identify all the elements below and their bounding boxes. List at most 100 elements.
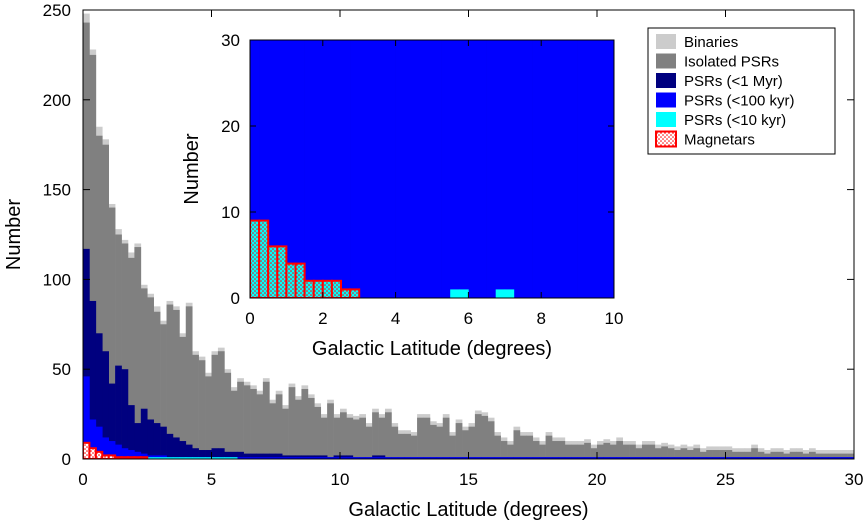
inset-bar-psrs-100-kyr-8 [322,40,333,298]
inset-bar-psrs-100-kyr-19 [422,40,433,298]
main-bar-isolated-psrs-76 [571,444,579,459]
main-bar-psrs-1-myr-21 [217,448,225,459]
inset-bar-magnetars-2 [267,245,279,298]
main-bar-psrs-10-kyr-10 [147,457,154,459]
legend-label-magnetars: Magnetars [684,132,755,149]
main-bar-isolated-psrs-105 [757,451,765,459]
main-bar-psrs-100-kyr-46 [378,457,386,459]
main-bar-isolated-psrs-71 [539,444,546,459]
main-bar-psrs-100-kyr-105 [757,457,765,459]
main-xlabel: Galactic Latitude (degrees) [348,499,588,521]
inset-bar-psrs-10-kyr-23 [459,289,469,298]
main-bar-psrs-100-kyr-78 [584,457,591,459]
main-bar-isolated-psrs-91 [667,448,675,459]
main-bar-psrs-100-kyr-53 [423,457,431,459]
main-bar-psrs-100-kyr-114 [815,457,823,459]
main-ytick-label: 200 [43,91,71,110]
inset-bar-psrs-100-kyr-9 [331,40,342,298]
inset-bar-psrs-100-kyr-28 [504,40,515,298]
main-bar-isolated-psrs-118 [841,453,848,459]
main-bar-isolated-psrs-94 [686,450,694,459]
main-bar-psrs-100-kyr-55 [436,457,444,459]
main-xtick-label: 20 [588,470,607,489]
legend-label-binaries: Binaries [684,34,738,51]
inset-bar-psrs-100-kyr-33 [550,40,560,298]
inset-ytick-label: 20 [221,117,240,136]
main-bar-psrs-100-kyr-40 [340,457,347,459]
main-bar-psrs-100-kyr-75 [564,457,572,459]
main-bar-psrs-100-kyr-102 [738,457,746,459]
main-bar-isolated-psrs-13 [166,304,174,459]
main-bar-psrs-100-kyr-106 [764,457,771,459]
inset-ytick-label: 0 [231,289,240,308]
main-bar-magnetars-9 [139,456,149,459]
legend-label-isolated-psrs: Isolated PSRs [684,54,779,71]
main-bar-isolated-psrs-67 [513,430,521,459]
main-bar-isolated-psrs-60 [468,426,476,459]
main-bar-isolated-psrs-53 [423,417,431,459]
main-bar-isolated-psrs-95 [693,448,701,459]
main-ytick-label: 0 [62,450,71,469]
main-bar-isolated-psrs-89 [654,448,662,459]
inset-bar-psrs-100-kyr-16 [395,40,405,298]
main-bar-psrs-1-myr-13 [166,433,174,459]
inset-bar-psrs-10-kyr-27 [495,289,506,298]
main-bar-isolated-psrs-92 [674,450,681,459]
main-bar-isolated-psrs-86 [635,448,643,459]
main-bar-psrs-100-kyr-1 [89,419,97,459]
main-bar-isolated-psrs-40 [340,412,347,459]
main-bar-isolated-psrs-106 [764,453,771,459]
inset-bar-psrs-100-kyr-27 [495,40,506,298]
main-bar-psrs-1-myr-12 [160,426,167,459]
main-bar-psrs-100-kyr-58 [455,457,463,459]
main-bar-psrs-100-kyr-5 [115,444,122,459]
inset-bar-psrs-100-kyr-1 [259,40,269,298]
main-bar-psrs-1-myr-15 [179,441,187,459]
inset-xtick-label: 8 [536,309,545,328]
main-bar-isolated-psrs-14 [172,309,180,459]
main-xtick-label: 30 [845,470,864,489]
main-bar-psrs-100-kyr-116 [828,457,836,459]
main-bar-psrs-100-kyr-95 [693,457,701,459]
main-bar-psrs-1-myr-10 [147,419,154,459]
main-bar-psrs-10-kyr-23 [230,457,238,459]
main-bar-isolated-psrs-3 [102,144,109,459]
main-bar-psrs-100-kyr-62 [481,457,489,459]
main-bar-psrs-100-kyr-54 [429,457,437,459]
inset-xtick-label: 2 [318,309,327,328]
inset-xlabel: Galactic Latitude (degrees) [312,338,552,360]
main-bar-psrs-100-kyr-8 [134,451,142,459]
main-bar-psrs-100-kyr-97 [706,457,713,459]
main-bar-isolated-psrs-84 [622,444,630,459]
main-bar-psrs-100-kyr-87 [641,457,649,459]
main-bar-psrs-100-kyr-76 [571,457,579,459]
main-bar-psrs-10-kyr-11 [153,457,161,459]
main-bar-isolated-psrs-15 [179,336,187,459]
main-bar-psrs-1-myr-27 [256,453,264,459]
main-bar-psrs-10-kyr-17 [192,457,199,459]
main-bar-psrs-1-myr-5 [115,365,122,459]
main-bar-isolated-psrs-116 [828,453,836,459]
main-bar-psrs-10-kyr-16 [185,457,193,459]
main-bar-psrs-100-kyr-117 [834,457,842,459]
main-xtick-label: 5 [207,470,216,489]
main-bar-psrs-100-kyr-84 [622,457,630,459]
main-bar-psrs-100-kyr-112 [802,457,810,459]
main-bar-psrs-100-kyr-32 [288,457,296,459]
main-bar-psrs-100-kyr-111 [796,457,803,459]
main-bar-psrs-100-kyr-81 [603,457,611,459]
main-bar-isolated-psrs-1 [89,54,97,459]
inset-bar-magnetars-6 [303,279,315,298]
main-bar-isolated-psrs-16 [185,306,193,459]
main-bar-psrs-100-kyr-69 [526,457,534,459]
inset-bar-psrs-100-kyr-24 [468,40,478,298]
main-bar-isolated-psrs-48 [391,426,399,459]
main-xtick-label: 0 [78,470,87,489]
main-bar-isolated-psrs-117 [834,453,842,459]
inset-bar-magnetars-9 [330,279,342,298]
main-bar-psrs-100-kyr-79 [590,457,598,459]
main-bar-isolated-psrs-83 [616,441,623,459]
inset-bar-magnetars-7 [312,279,324,298]
main-bar-psrs-100-kyr-70 [532,457,540,459]
